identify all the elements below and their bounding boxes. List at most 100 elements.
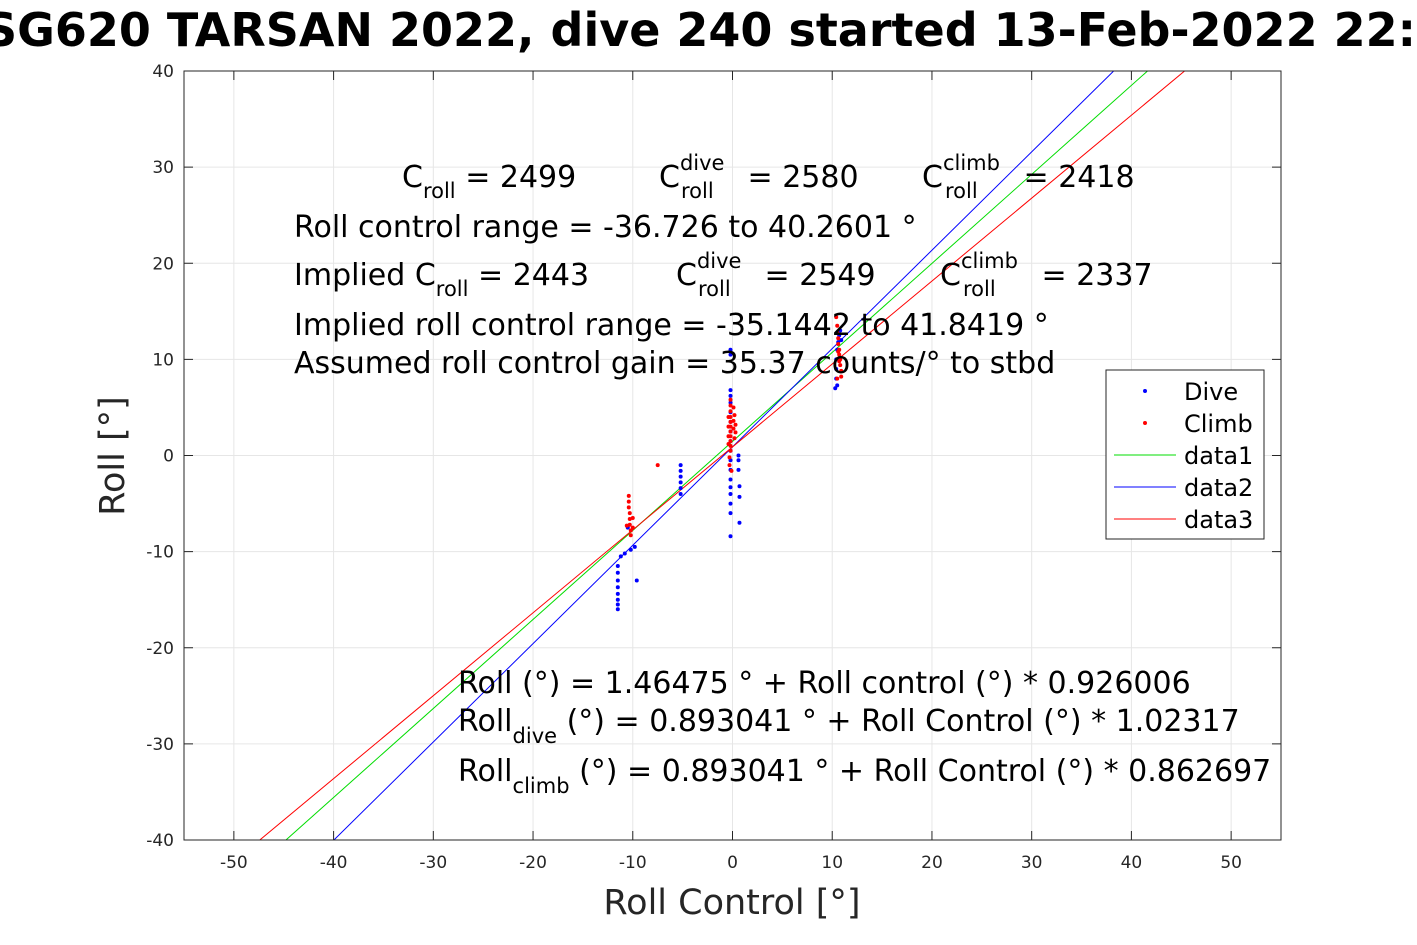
annotation-gain: Assumed roll control gain = 35.37 counts… bbox=[294, 346, 1055, 381]
point-climb bbox=[626, 505, 631, 510]
point-climb bbox=[835, 323, 840, 328]
point-dive bbox=[737, 494, 742, 499]
x-tick-label: -20 bbox=[519, 853, 547, 873]
legend-label-data3: data3 bbox=[1184, 506, 1253, 534]
legend: Dive Climb data1 data2 data3 bbox=[1105, 369, 1265, 540]
annotation-fit-climb: Rollclimb (°) = 0.893041 ° + Roll Contro… bbox=[458, 754, 1271, 798]
point-dive bbox=[615, 591, 620, 596]
point-dive bbox=[736, 458, 741, 463]
legend-label-dive: Dive bbox=[1184, 378, 1238, 406]
scatter-points bbox=[615, 315, 844, 612]
point-dive bbox=[728, 501, 733, 506]
fit-line-data3 bbox=[258, 71, 1186, 840]
annotations: Croll = 2499 Cdive roll = 2580 Cclimb roll… bbox=[294, 151, 1271, 798]
point-climb bbox=[839, 374, 844, 379]
point-dive bbox=[728, 485, 733, 490]
point-dive bbox=[728, 388, 733, 393]
annotation-implied-range: Implied roll control range = -35.1442 to… bbox=[294, 308, 1049, 343]
legend-label-data2: data2 bbox=[1184, 474, 1253, 502]
x-tick-label: -10 bbox=[619, 853, 647, 873]
annotation-c-roll-climb: Cclimb roll = 2418 bbox=[922, 151, 1135, 203]
legend-label-climb: Climb bbox=[1184, 410, 1253, 438]
point-dive bbox=[615, 585, 620, 590]
x-tick-label: 20 bbox=[921, 853, 943, 873]
x-tick-label: 10 bbox=[821, 853, 843, 873]
y-axis-label: Roll [°] bbox=[93, 396, 133, 516]
point-climb bbox=[655, 463, 660, 468]
y-tick-label: 20 bbox=[152, 254, 174, 274]
point-dive bbox=[615, 570, 620, 575]
point-climb bbox=[732, 436, 737, 441]
point-dive bbox=[632, 544, 637, 549]
y-tick-label: -20 bbox=[146, 639, 174, 659]
x-tick-label: 50 bbox=[1220, 853, 1242, 873]
point-dive bbox=[678, 491, 683, 496]
point-climb bbox=[726, 434, 731, 439]
y-tick-label: 10 bbox=[152, 350, 174, 370]
point-climb bbox=[626, 493, 631, 498]
point-dive bbox=[634, 578, 639, 583]
point-dive bbox=[615, 602, 620, 607]
x-tick-label: 0 bbox=[727, 853, 738, 873]
point-dive bbox=[628, 547, 633, 552]
legend-marker-climb bbox=[1143, 421, 1147, 425]
y-tick-label: 0 bbox=[163, 447, 174, 467]
point-dive bbox=[728, 352, 733, 357]
point-dive bbox=[728, 477, 733, 482]
annotation-implied-c-roll-climb: Cclimb roll = 2337 bbox=[940, 249, 1153, 301]
x-tick-label: 40 bbox=[1121, 853, 1143, 873]
point-climb bbox=[835, 376, 840, 381]
point-climb bbox=[731, 418, 736, 423]
point-dive bbox=[736, 453, 741, 458]
point-climb bbox=[838, 363, 843, 368]
point-climb bbox=[626, 499, 631, 504]
point-climb bbox=[836, 341, 841, 346]
point-dive bbox=[728, 511, 733, 516]
point-climb bbox=[728, 439, 733, 444]
point-climb bbox=[836, 349, 841, 354]
point-climb bbox=[624, 523, 629, 528]
y-tick-label: 40 bbox=[152, 62, 174, 82]
fit-lines bbox=[258, 71, 1186, 840]
point-climb bbox=[729, 468, 734, 473]
x-tick-label: -30 bbox=[419, 853, 447, 873]
point-dive bbox=[615, 564, 620, 569]
point-climb bbox=[728, 403, 733, 408]
point-climb bbox=[628, 528, 633, 533]
annotation-roll-range: Roll control range = -36.726 to 40.2601 … bbox=[294, 210, 917, 245]
x-tick-label: 30 bbox=[1021, 853, 1043, 873]
point-climb bbox=[727, 463, 732, 468]
x-axis-ticks: -50 -40 -30 -20 -10 0 10 20 30 40 50 bbox=[220, 71, 1242, 873]
point-dive bbox=[678, 463, 683, 468]
point-climb bbox=[731, 405, 736, 410]
point-dive bbox=[622, 551, 627, 556]
chart-title: SG620 TARSAN 2022, dive 240 started 13-F… bbox=[0, 3, 1417, 57]
point-climb bbox=[728, 409, 733, 414]
point-climb bbox=[836, 336, 841, 341]
y-tick-label: -40 bbox=[146, 831, 174, 851]
point-dive bbox=[615, 597, 620, 602]
point-dive bbox=[737, 520, 742, 525]
point-climb bbox=[834, 315, 839, 320]
point-climb bbox=[627, 511, 632, 516]
point-climb bbox=[630, 515, 635, 520]
point-dive bbox=[678, 474, 683, 479]
point-climb bbox=[733, 430, 738, 435]
annotation-fit-dive: Rolldive (°) = 0.893041 ° + Roll Control… bbox=[458, 704, 1240, 748]
point-climb bbox=[726, 441, 731, 446]
point-climb bbox=[726, 415, 731, 420]
annotation-c-roll-dive: Cdive roll = 2580 bbox=[659, 151, 859, 203]
annotation-c-roll: Croll = 2499 bbox=[402, 160, 576, 203]
point-dive bbox=[839, 338, 844, 343]
legend-label-data1: data1 bbox=[1184, 442, 1253, 470]
point-dive bbox=[737, 484, 742, 489]
annotation-implied-c-roll-dive: Cdive roll = 2549 bbox=[676, 249, 876, 301]
point-dive bbox=[736, 467, 741, 472]
point-climb bbox=[728, 448, 733, 453]
point-climb bbox=[835, 330, 840, 335]
point-climb bbox=[728, 429, 733, 434]
point-climb bbox=[837, 359, 842, 364]
legend-marker-dive bbox=[1143, 389, 1147, 393]
point-dive bbox=[835, 383, 840, 388]
